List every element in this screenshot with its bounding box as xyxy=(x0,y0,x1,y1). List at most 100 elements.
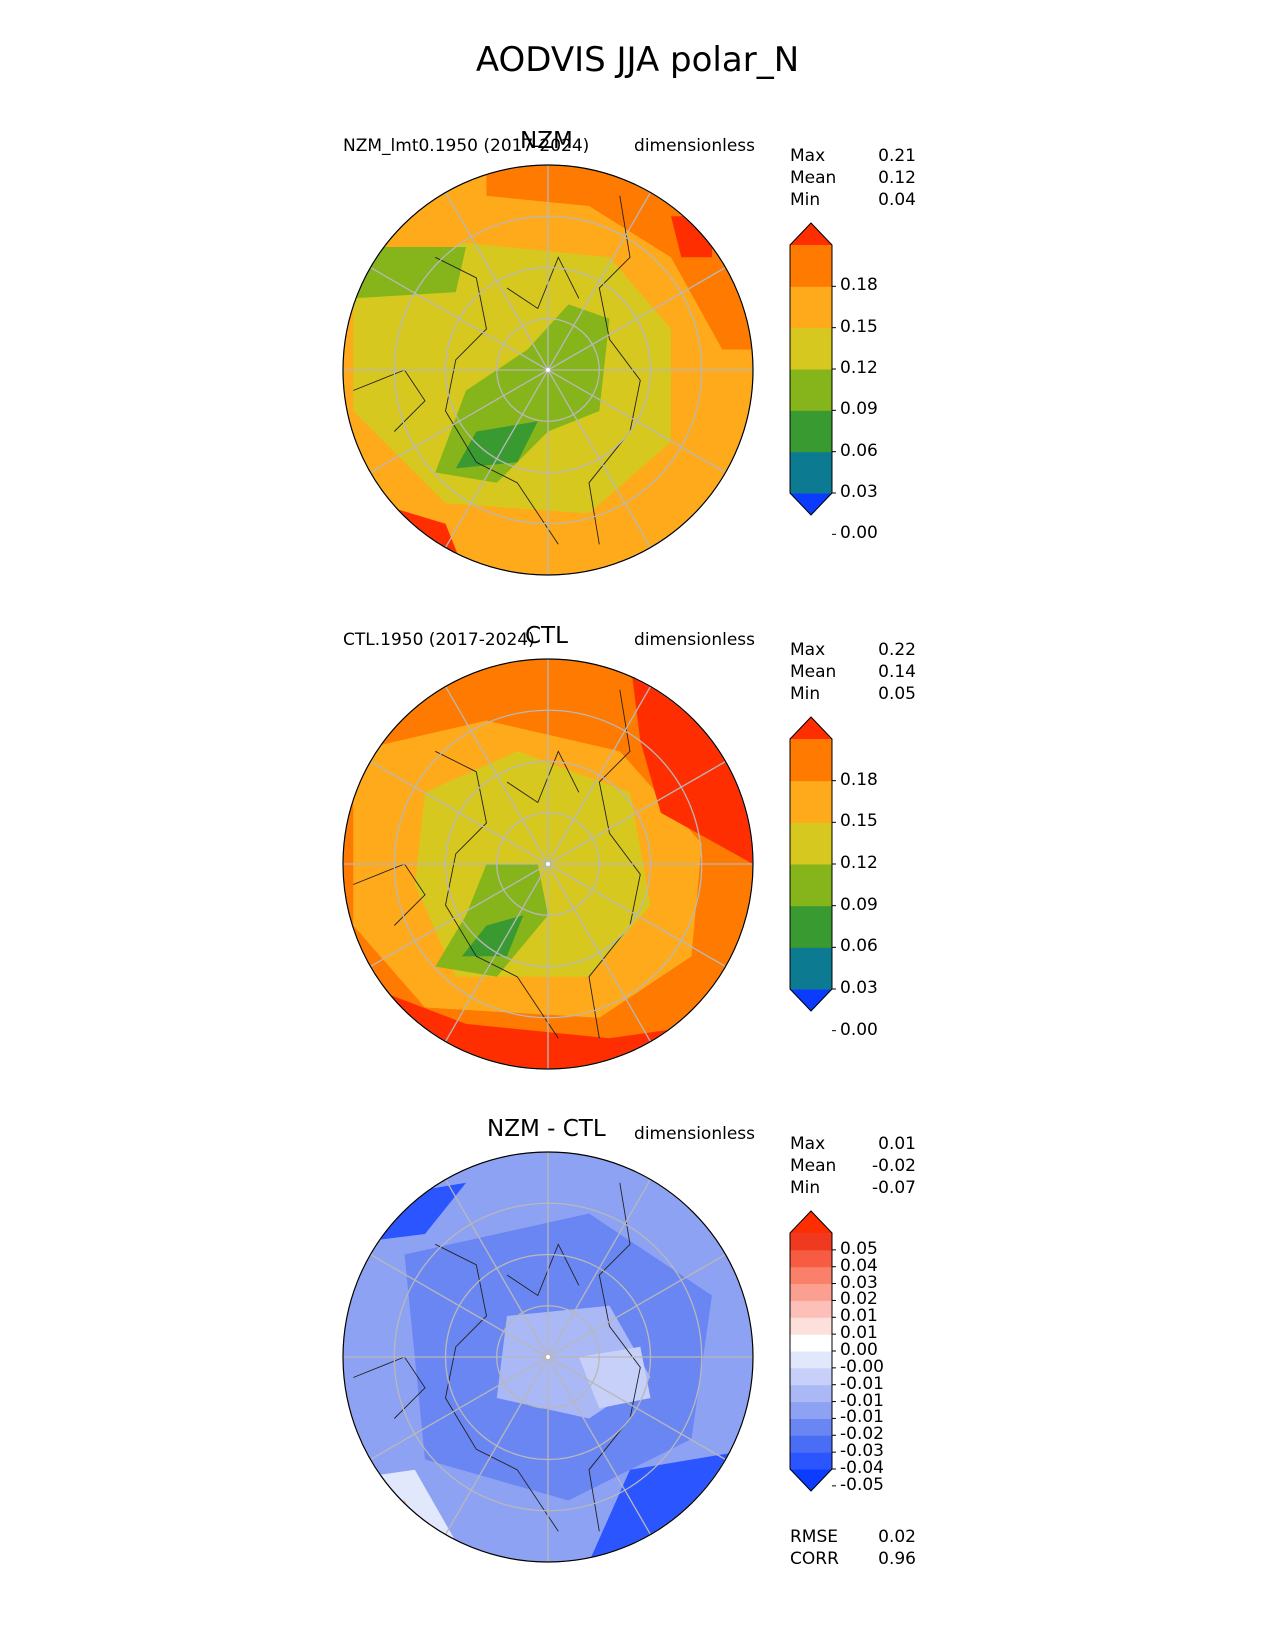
coastlines xyxy=(353,689,641,1039)
colorbar-extend-min xyxy=(790,493,832,515)
longitude-line xyxy=(547,1356,726,1461)
coastline-segment xyxy=(588,1182,641,1532)
colorbar-tick-label: 0.09 xyxy=(840,894,878,915)
colorbar-segment xyxy=(790,1233,832,1251)
colorbar-segment xyxy=(790,1317,832,1335)
colorbar-segment xyxy=(790,410,832,453)
colorbar-tick-label: -0.05 xyxy=(840,1474,884,1495)
colorbar-segment xyxy=(790,1351,832,1369)
rmse-value: 0.02 xyxy=(878,1527,916,1547)
colorbar-segment xyxy=(790,369,832,411)
colorbar-tick-label: -0.01 xyxy=(840,1390,884,1411)
panel2-min-label: Min xyxy=(790,684,821,704)
colorbar-tick-label: 0.01 xyxy=(840,1323,878,1344)
graticule xyxy=(343,1152,753,1562)
longitude-line xyxy=(547,1253,726,1358)
colorbar-extend-min xyxy=(790,1469,832,1491)
longitude-line xyxy=(547,266,726,371)
coastline-segment xyxy=(435,750,559,1039)
pole-marker xyxy=(546,368,550,372)
colorbar-segment xyxy=(790,864,832,907)
map-panel-1 xyxy=(343,165,753,575)
colorbar-segment xyxy=(790,1384,832,1403)
colorbar-segment xyxy=(790,739,832,782)
panel3-max-value: 0.01 xyxy=(878,1134,916,1154)
panel1-mean-value: 0.12 xyxy=(878,168,916,188)
colorbar-tick-label: 0.06 xyxy=(840,936,878,957)
colorbar-tick-label: -0.01 xyxy=(840,1373,884,1394)
corr-label: CORR xyxy=(790,1549,839,1569)
pole-marker xyxy=(546,1355,550,1359)
panel3-min-label: Min xyxy=(790,1178,821,1198)
coastline-segment xyxy=(588,195,641,545)
longitude-line xyxy=(547,369,726,474)
colorbar-tick-label: -0.00 xyxy=(840,1356,884,1377)
colorbar-segment xyxy=(790,780,832,823)
colorbar-segment xyxy=(790,286,832,329)
graticule xyxy=(343,659,753,1069)
longitude-line xyxy=(370,863,549,968)
colorbar-tick-label: -0.03 xyxy=(840,1441,884,1462)
map-panel-2 xyxy=(343,659,753,1069)
colorbar-tick-label: 0.18 xyxy=(840,769,878,790)
map-panel-3 xyxy=(343,1152,753,1562)
longitude-line xyxy=(547,192,652,371)
colorbar-segment xyxy=(790,1249,832,1268)
longitude-line xyxy=(444,369,549,548)
colorbar-segment xyxy=(790,1266,832,1285)
colorbar-tick-label: -0.04 xyxy=(840,1458,884,1478)
map-border xyxy=(342,164,754,576)
panel1-min-value: 0.04 xyxy=(878,190,916,210)
coastline-segment xyxy=(353,1356,426,1419)
colorbar-segment xyxy=(790,1300,832,1318)
colorbar-extend-min xyxy=(790,989,832,1011)
colorbar-1 xyxy=(789,222,836,535)
longitude-line xyxy=(370,1356,549,1461)
panel1-left-title: NZM_lmt0.1950 (2017-2024) xyxy=(343,136,590,156)
pole-marker xyxy=(546,862,550,866)
longitude-line xyxy=(370,369,549,474)
panel2-title: CTL xyxy=(525,623,568,649)
coastline-segment xyxy=(353,369,426,432)
coastline-segment xyxy=(435,256,559,545)
panel1-max-value: 0.21 xyxy=(878,146,916,166)
figure-title: AODVIS JJA polar_N xyxy=(475,40,800,80)
panel3-min-value: -0.07 xyxy=(872,1178,916,1198)
longitude-line xyxy=(547,369,652,548)
colorbar-tick-label: 0.18 xyxy=(840,275,878,296)
colorbar-tick-label: 0.00 xyxy=(840,523,878,544)
colorbar-tick-label: 0.03 xyxy=(840,1272,878,1293)
coastline-segment xyxy=(353,863,426,926)
panel3-title: NZM - CTL xyxy=(487,1116,606,1142)
panel2-left-title: CTL.1950 (2017-2024) xyxy=(343,630,535,650)
colorbar-tick-label: 0.15 xyxy=(840,316,878,337)
panel3-mean-label: Mean xyxy=(790,1156,837,1176)
longitude-line xyxy=(444,1356,549,1535)
coastline-segment xyxy=(435,1243,559,1532)
graticule xyxy=(343,165,753,575)
panel2-mean-value: 0.14 xyxy=(878,662,916,682)
panel3-mean-value: -0.02 xyxy=(872,1156,916,1176)
panel3-max-label: Max xyxy=(790,1134,826,1154)
colorbar-tick-label: 0.15 xyxy=(840,811,878,832)
panel2-max-value: 0.22 xyxy=(878,640,916,660)
coastline-segment xyxy=(588,689,641,1039)
longitude-line xyxy=(547,1356,652,1535)
longitude-line xyxy=(444,192,549,371)
colorbar-extend-max xyxy=(790,223,832,245)
colorbar-3 xyxy=(789,1210,836,1492)
colorbar-segment xyxy=(790,1418,832,1436)
rmse-label: RMSE xyxy=(790,1527,839,1547)
colorbar-segment xyxy=(790,1283,832,1301)
panel1-units: dimensionless xyxy=(634,136,755,156)
colorbar-segment xyxy=(790,1435,832,1453)
colorbar-segment xyxy=(790,822,832,865)
colorbar-segment xyxy=(790,905,832,948)
colorbar-segment xyxy=(790,1401,832,1419)
colorbar-tick-label: -0.01 xyxy=(840,1407,884,1428)
panel1-mean-label: Mean xyxy=(790,168,837,188)
colorbar-tick-label: 0.01 xyxy=(840,1306,878,1327)
corr-value: 0.96 xyxy=(878,1549,916,1569)
colorbar-segment xyxy=(790,1452,832,1470)
